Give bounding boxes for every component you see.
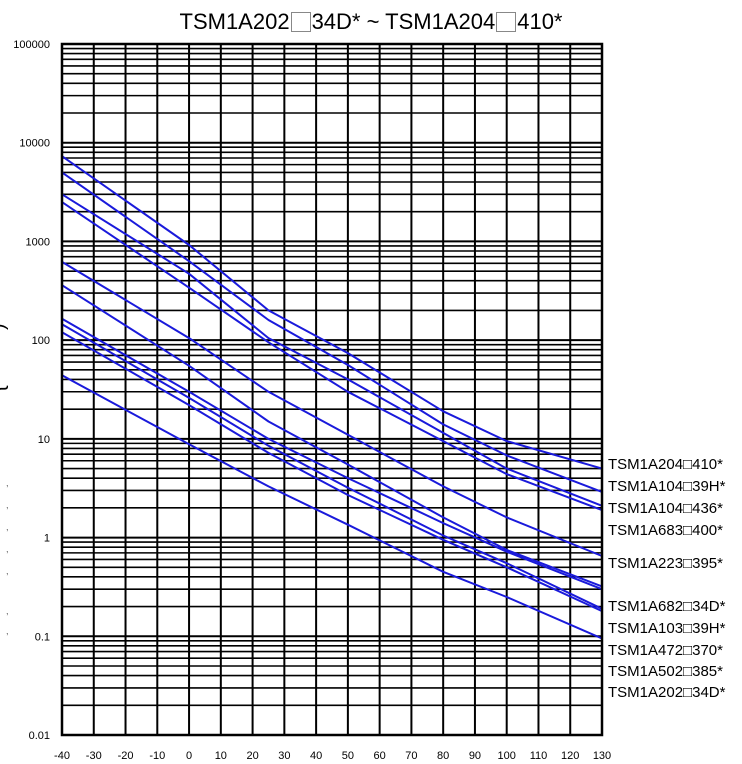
x-tick-label: 20 — [246, 750, 258, 762]
legend-entry: TSM1A202□34D* — [608, 684, 726, 701]
y-tick-label: 10000 — [19, 138, 50, 150]
y-tick-label: 0.1 — [35, 631, 50, 643]
y-axis-tick-labels: 0.01 0.1 1 10 100 1000 10000 100000 — [13, 39, 50, 742]
x-tick-label: 100 — [498, 750, 516, 762]
side-tick-mark: , — [6, 478, 9, 488]
y-tick-label: 10 — [38, 434, 50, 446]
legend-entry: TSM1A682□34D* — [608, 598, 726, 615]
legend: TSM1A204□410* TSM1A104□39H* TSM1A104□436* T… — [608, 456, 726, 701]
legend-entry: TSM1A683□400* — [608, 522, 723, 539]
x-tick-label: -30 — [86, 750, 102, 762]
x-tick-label: 130 — [593, 750, 611, 762]
y-tick-label: 1 — [44, 533, 50, 545]
side-tick-mark: , — [6, 626, 9, 636]
chart-title-part2: 34D* ~ TSM1A204 — [312, 9, 496, 34]
side-tick-mark: , — [6, 544, 9, 554]
x-tick-label: 80 — [437, 750, 449, 762]
series-line — [62, 285, 602, 586]
side-tick-mark: , — [6, 522, 9, 532]
x-tick-label: -20 — [118, 750, 134, 762]
x-tick-label: 60 — [374, 750, 386, 762]
y-tick-label: 0.01 — [29, 730, 50, 742]
legend-entry: TSM1A204□410* — [608, 456, 723, 473]
side-tick-mark: , — [6, 500, 9, 510]
x-tick-label: 110 — [530, 750, 548, 762]
legend-entry: TSM1A472□370* — [608, 642, 723, 659]
title-placeholder-box — [291, 12, 311, 32]
x-tick-label: 30 — [278, 750, 290, 762]
x-tick-label: 50 — [342, 750, 354, 762]
series-line — [62, 324, 602, 609]
x-tick-label: 90 — [469, 750, 481, 762]
legend-entry: TSM1A103□39H* — [608, 620, 726, 637]
chart-title-part1: TSM1A202 — [180, 9, 290, 34]
y-tick-label: 100000 — [13, 39, 50, 51]
ylabel-fragment: { — [0, 385, 9, 392]
side-tick-mark: , — [6, 566, 9, 576]
legend-entry: TSM1A223□395* — [608, 555, 723, 572]
x-tick-label: 0 — [186, 750, 192, 762]
title-placeholder-box — [496, 12, 516, 32]
legend-entry: TSM1A104□39H* — [608, 478, 726, 495]
chart-title: TSM1A202 34D* ~ TSM1A204 410* — [0, 6, 742, 36]
legend-entry: TSM1A502□385* — [608, 663, 723, 680]
left-edge-decoration: ) { , , , , , , , — [0, 323, 9, 636]
series-lines — [62, 156, 602, 638]
y-tick-label: 100 — [32, 335, 50, 347]
chart-title-part3: 410* — [517, 9, 562, 34]
series-line — [62, 375, 602, 638]
x-tick-label: 40 — [310, 750, 322, 762]
x-tick-label: -10 — [149, 750, 165, 762]
legend-entry: TSM1A104□436* — [608, 500, 723, 517]
x-tick-label: 120 — [561, 750, 579, 762]
x-tick-label: -40 — [54, 750, 70, 762]
grid — [62, 44, 602, 735]
x-tick-label: 10 — [215, 750, 227, 762]
x-tick-label: 70 — [405, 750, 417, 762]
x-axis-tick-labels: -40 -30 -20 -10 0 10 20 30 40 50 60 70 80 90 100 110 120… — [54, 750, 611, 762]
y-tick-label: 1000 — [26, 236, 50, 248]
ylabel-fragment: ) — [0, 323, 9, 330]
side-tick-mark: , — [6, 606, 9, 616]
series-line — [62, 156, 602, 468]
